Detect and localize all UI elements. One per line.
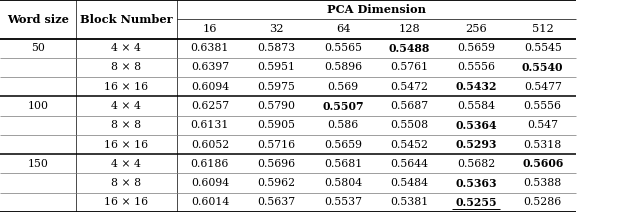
Text: 0.5363: 0.5363 <box>455 178 497 189</box>
Text: 0.5696: 0.5696 <box>257 159 296 169</box>
Text: 16 × 16: 16 × 16 <box>104 197 148 207</box>
Text: 0.5556: 0.5556 <box>524 101 562 111</box>
Text: 16 × 16: 16 × 16 <box>104 139 148 149</box>
Text: 0.5804: 0.5804 <box>324 178 362 188</box>
Text: 0.5951: 0.5951 <box>257 63 296 73</box>
Text: 0.5637: 0.5637 <box>257 197 296 207</box>
Text: 0.5364: 0.5364 <box>456 120 497 131</box>
Text: 0.5556: 0.5556 <box>457 63 495 73</box>
Text: 0.6381: 0.6381 <box>191 43 229 53</box>
Text: 0.5606: 0.5606 <box>522 158 563 169</box>
Text: 4 × 4: 4 × 4 <box>111 43 141 53</box>
Text: 16: 16 <box>203 24 217 34</box>
Text: 16 × 16: 16 × 16 <box>104 82 148 92</box>
Text: 50: 50 <box>31 43 45 53</box>
Text: Word size: Word size <box>7 14 68 25</box>
Text: 0.5790: 0.5790 <box>257 101 296 111</box>
Text: 8 × 8: 8 × 8 <box>111 178 141 188</box>
Text: 0.5477: 0.5477 <box>524 82 562 92</box>
Text: 0.5659: 0.5659 <box>457 43 495 53</box>
Text: 150: 150 <box>28 159 48 169</box>
Text: 0.5293: 0.5293 <box>456 139 497 150</box>
Text: 0.5659: 0.5659 <box>324 139 362 149</box>
Text: 0.6014: 0.6014 <box>191 197 229 207</box>
Text: 0.6186: 0.6186 <box>191 159 229 169</box>
Text: 0.5761: 0.5761 <box>390 63 429 73</box>
Text: 0.5687: 0.5687 <box>390 101 429 111</box>
Text: 0.569: 0.569 <box>328 82 358 92</box>
Text: 0.5540: 0.5540 <box>522 62 563 73</box>
Text: 0.5584: 0.5584 <box>457 101 495 111</box>
Text: 0.5484: 0.5484 <box>390 178 429 188</box>
Text: 0.547: 0.547 <box>527 120 558 130</box>
Text: 512: 512 <box>532 24 554 34</box>
Text: 0.5975: 0.5975 <box>257 82 296 92</box>
Text: 4 × 4: 4 × 4 <box>111 159 141 169</box>
Text: 32: 32 <box>269 24 284 34</box>
Text: 0.5962: 0.5962 <box>257 178 296 188</box>
Text: 0.5565: 0.5565 <box>324 43 362 53</box>
Text: 0.5318: 0.5318 <box>524 139 562 149</box>
Text: 0.5508: 0.5508 <box>390 120 429 130</box>
Text: 128: 128 <box>399 24 420 34</box>
Text: 0.5255: 0.5255 <box>455 197 497 208</box>
Text: 0.5432: 0.5432 <box>456 81 497 92</box>
Text: 256: 256 <box>465 24 487 34</box>
Text: 8 × 8: 8 × 8 <box>111 63 141 73</box>
Text: 0.5716: 0.5716 <box>257 139 296 149</box>
Text: 8 × 8: 8 × 8 <box>111 120 141 130</box>
Text: 0.5644: 0.5644 <box>390 159 429 169</box>
Text: 0.5873: 0.5873 <box>257 43 296 53</box>
Text: 0.5905: 0.5905 <box>257 120 296 130</box>
Text: 0.5388: 0.5388 <box>524 178 562 188</box>
Text: 0.5682: 0.5682 <box>457 159 495 169</box>
Text: 0.6052: 0.6052 <box>191 139 229 149</box>
Text: 0.5545: 0.5545 <box>524 43 562 53</box>
Text: 0.586: 0.586 <box>328 120 358 130</box>
Text: 0.5472: 0.5472 <box>390 82 429 92</box>
Text: 0.5452: 0.5452 <box>390 139 429 149</box>
Text: 0.6094: 0.6094 <box>191 178 229 188</box>
Text: 0.5381: 0.5381 <box>390 197 429 207</box>
Text: 0.5537: 0.5537 <box>324 197 362 207</box>
Text: 64: 64 <box>336 24 350 34</box>
Text: 0.5488: 0.5488 <box>389 43 430 54</box>
Text: Block Number: Block Number <box>80 14 172 25</box>
Text: 0.6094: 0.6094 <box>191 82 229 92</box>
Text: 0.5286: 0.5286 <box>524 197 562 207</box>
Text: 0.5896: 0.5896 <box>324 63 362 73</box>
Text: 0.6131: 0.6131 <box>191 120 229 130</box>
Text: PCA Dimension: PCA Dimension <box>327 4 426 15</box>
Text: 0.6257: 0.6257 <box>191 101 229 111</box>
Text: 100: 100 <box>28 101 48 111</box>
Text: 0.6397: 0.6397 <box>191 63 229 73</box>
Text: 0.5681: 0.5681 <box>324 159 362 169</box>
Text: 0.5507: 0.5507 <box>322 100 364 112</box>
Text: 4 × 4: 4 × 4 <box>111 101 141 111</box>
